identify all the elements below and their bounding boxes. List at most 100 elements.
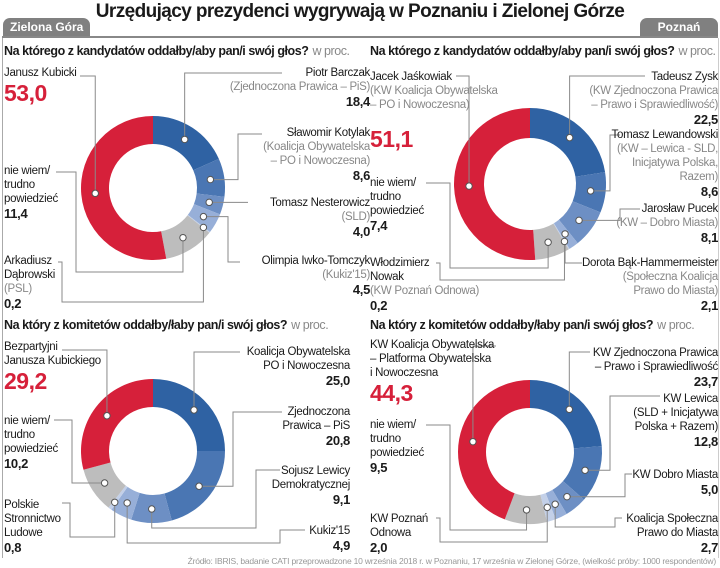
question-text: Na którego z kandydatów oddałby/aby pan/… (370, 44, 675, 58)
donut-segment (153, 116, 219, 171)
leader-line (554, 504, 622, 528)
unit-label: w proc. (291, 318, 329, 332)
label-affiliation: Inicjatywa Polska, (632, 157, 718, 169)
leader-dots (91, 135, 215, 242)
label-name: (SLD + Inicjatywa (633, 407, 718, 419)
leader-line (210, 133, 262, 181)
segment-label: nie wiem/trudno powiedzieć 11,4 (4, 164, 58, 222)
segment-label: Włodzimierz Nowak (KW Poznań Odnowa) 0,2 (370, 256, 479, 314)
label-name: nie wiem/ (4, 415, 50, 427)
leader-line (426, 182, 549, 269)
label-affiliation: – PO i Nowoczesna) (370, 99, 470, 111)
leader-dot (103, 412, 111, 420)
page-title: Urzędujący prezydenci wygrywają w Poznan… (95, 1, 625, 22)
segment-value: 7,4 (370, 218, 388, 233)
segment-label: Piotr Barczak (Zjednoczona Prawica – PiS)… (230, 66, 370, 110)
label-name: Dąbrowski (4, 269, 55, 281)
label-affiliation: (KW Koalicja Obywatelska (370, 85, 498, 97)
label-name: Stronnictwo (4, 513, 61, 525)
leader-dot (561, 230, 569, 238)
leader-line (203, 216, 240, 263)
segment-value: 9,1 (332, 492, 350, 507)
question-text: Na który z komitetów oddałby/łaby pan/i … (4, 318, 288, 332)
question-committees-zielona-gora: Na który z komitetów oddałby/łaby pan/i … (4, 318, 329, 332)
label-name: nie wiem/ (4, 165, 50, 177)
segment-label: KW Lewica (SLD + Inicjatywa Polska + Razem… (633, 392, 718, 450)
label-name: powiedzieć (4, 443, 58, 455)
leader-line (426, 424, 528, 531)
label-affiliation: (KW – Lewica - SLD, (616, 143, 718, 155)
donut-segment (164, 451, 225, 521)
label-name: Koalicja Społeczna (626, 513, 718, 525)
label-affiliation: – PO i Nowoczesna) (270, 155, 371, 167)
winner-value: 53,0 (4, 80, 47, 106)
label-name: Polska + Razem) (634, 421, 719, 433)
leader-dot (551, 500, 559, 508)
label-name: KW Koalicja Obywatelska (370, 339, 495, 351)
leader-dots (100, 406, 203, 513)
leader-line (569, 75, 645, 138)
leader-dot (100, 479, 109, 487)
label-affiliation: (Kukiz'15) (322, 269, 370, 281)
donut-segment (81, 116, 167, 260)
leader-line (436, 241, 565, 281)
leader-dot (575, 216, 583, 225)
segment-value: 4,0 (352, 224, 370, 239)
label-name: Prawo do Miasta (636, 527, 718, 539)
segment-value: 2,1 (700, 298, 718, 313)
leader-dot (199, 212, 208, 221)
segment-label: Olimpia Iwko-Tomczyk (Kukiz'15) 4,5 (262, 254, 371, 298)
winner-value: 44,3 (370, 380, 413, 406)
label-name: Kukiz'15 (309, 525, 350, 537)
leader-dot (206, 175, 215, 184)
label-name: KW Poznań (370, 513, 429, 525)
leader-lines (426, 345, 660, 543)
label-name: Sławomir Kotylak (286, 127, 371, 139)
segment-value: 4,5 (352, 282, 370, 297)
donut-segment (530, 380, 602, 449)
leader-dots (465, 133, 595, 246)
segment-label: Polskie Stronnictwo Ludowe 0,8 (4, 498, 61, 556)
leader-dot (205, 198, 213, 207)
leader-line (199, 411, 282, 487)
label-name: Janusza Kubickiego (4, 355, 101, 367)
label-name: nie wiem/ (370, 177, 416, 189)
leader-dot (563, 492, 571, 501)
label-name: Janusz Kubicki (4, 67, 77, 79)
question-text: Na który z komitetów oddałby/łaby pan/i … (370, 318, 654, 332)
segment-label: Kukiz'15 4,9 (309, 524, 350, 554)
header-divider (2, 36, 718, 38)
leader-line (193, 351, 240, 410)
leader-dot (148, 505, 156, 513)
label-name: Ludowe (4, 527, 43, 539)
leader-dot (565, 133, 574, 142)
leader-line (568, 351, 590, 410)
segment-value: 23,7 (693, 374, 718, 389)
segment-value: 0,8 (4, 540, 22, 555)
segment-label: nie wiem/trudno powiedzieć 7,4 (370, 176, 424, 234)
label-name: Tomasz Nesterowicz (269, 197, 370, 209)
label-affiliation: (KW Poznań Odnowa) (370, 285, 480, 297)
winner-value: 29,2 (4, 368, 47, 394)
segment-label: Sławomir Kotylak (Koalicja Obywatelska – P… (263, 126, 370, 184)
segment-value: 4,9 (332, 538, 350, 553)
label-name: KW Zjednoczona Prawica (592, 347, 718, 359)
segment-label: Dorota Bąk-Hammermeister (Społeczna Koali… (582, 256, 718, 314)
leader-line (62, 349, 108, 416)
label-name: powiedzieć (370, 205, 424, 217)
leader-line (58, 227, 204, 303)
segment-value: 8,1 (700, 230, 718, 245)
donut-segment (153, 379, 225, 451)
leader-lines (54, 349, 305, 544)
leader-dot (543, 503, 551, 512)
label-name: PO i Nowoczesna (263, 360, 350, 372)
donut-segment (453, 108, 536, 260)
segment-label: KW Dobro Miasta 5,0 (632, 468, 718, 498)
segment-label: Bezpartyjni Janusza Kubickiego 29,2 (4, 340, 101, 394)
segment-value: 5,0 (700, 482, 718, 497)
segment-label: Arkadiusz Dąbrowski (PSL) 0,2 (4, 254, 55, 312)
segment-value: 12,8 (693, 434, 718, 449)
question-candidates-zielona-gora: Na którego z kandydatów oddałby/aby pan/… (4, 44, 350, 58)
region-tab-poznan: Poznań (640, 18, 718, 36)
unit-label: w proc. (657, 318, 695, 332)
